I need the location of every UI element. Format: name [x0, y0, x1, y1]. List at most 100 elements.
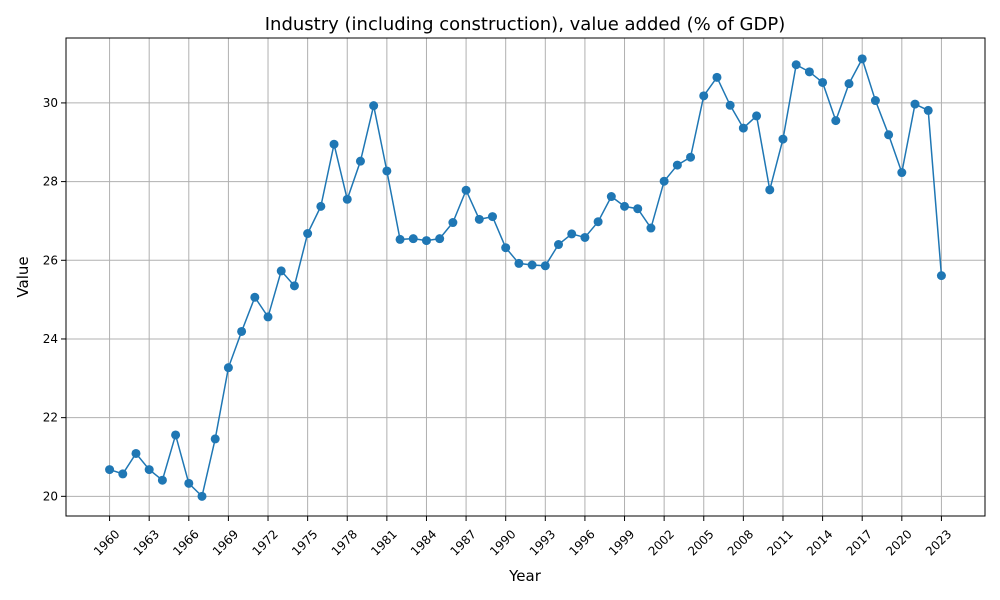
data-point [237, 326, 247, 336]
data-point [395, 234, 405, 244]
x-tick-label: 1981 [368, 527, 399, 558]
data-point [210, 434, 220, 444]
data-point [131, 448, 141, 458]
x-axis-ticks: 1960 1963 1966 1969 1972 1975 1978 1981 1984 1987… [91, 516, 954, 559]
x-tick-label: 2020 [883, 527, 914, 558]
data-point [923, 105, 933, 115]
data-point [804, 67, 814, 77]
data-point [646, 223, 656, 233]
data-point [435, 234, 445, 244]
y-tick-label: 20 [43, 489, 58, 503]
y-tick-label: 22 [43, 411, 58, 425]
data-point [105, 465, 115, 475]
data-point [527, 260, 537, 270]
data-point [316, 201, 326, 211]
data-point [831, 116, 841, 126]
x-tick-label: 1999 [606, 527, 637, 558]
x-tick-label: 1978 [329, 527, 360, 558]
x-tick-label: 2002 [646, 527, 677, 558]
y-tick-label: 24 [43, 332, 58, 346]
data-point [263, 312, 273, 322]
data-point [738, 123, 748, 133]
series-layer [109, 56, 943, 498]
x-tick-label: 1963 [131, 527, 162, 558]
data-point [369, 101, 379, 111]
data-point [818, 77, 828, 87]
data-point [197, 491, 207, 501]
data-point [501, 243, 511, 253]
data-point [699, 91, 709, 101]
x-tick-label: 1960 [91, 527, 122, 558]
x-tick-label: 1972 [249, 527, 280, 558]
data-point [184, 478, 194, 488]
x-tick-label: 1996 [566, 527, 597, 558]
series-line [109, 56, 943, 498]
x-tick-label: 2014 [804, 527, 835, 558]
data-point [910, 99, 920, 109]
data-point [342, 194, 352, 204]
data-point [157, 475, 167, 485]
x-tick-label: 1984 [408, 527, 439, 558]
data-point [593, 217, 603, 227]
data-point [672, 160, 682, 170]
data-point [791, 60, 801, 70]
data-point [171, 430, 181, 440]
data-point [276, 266, 286, 276]
data-point [633, 204, 643, 214]
data-point [223, 363, 233, 373]
data-point [382, 166, 392, 176]
y-tick-label: 30 [43, 96, 58, 110]
data-points [105, 54, 946, 501]
data-point [659, 176, 669, 186]
x-tick-label: 1975 [289, 527, 320, 558]
x-tick-label: 1987 [447, 527, 478, 558]
data-point [289, 281, 299, 291]
data-point [474, 214, 484, 224]
x-tick-label: 1969 [210, 527, 241, 558]
data-point [778, 134, 788, 144]
x-tick-label: 2017 [844, 527, 875, 558]
data-point [144, 465, 154, 475]
y-axis-ticks: 20 22 24 26 28 30 [43, 96, 66, 503]
data-point [765, 185, 775, 195]
data-point [329, 139, 339, 149]
data-point [461, 185, 471, 195]
y-axis-label: Value [14, 256, 32, 297]
x-tick-label: 2011 [764, 527, 795, 558]
y-tick-label: 26 [43, 253, 58, 267]
x-axis-label: Year [508, 567, 542, 585]
x-tick-label: 2005 [685, 527, 716, 558]
chart-title: Industry (including construction), value… [265, 14, 785, 35]
data-point [250, 292, 260, 302]
x-tick-label: 1993 [527, 527, 558, 558]
data-point [448, 218, 458, 228]
plot-frame [65, 37, 986, 517]
data-point [884, 130, 894, 140]
data-point [540, 261, 550, 271]
data-point [303, 229, 313, 239]
data-point [421, 236, 431, 246]
data-point [725, 100, 735, 110]
data-point [844, 79, 854, 89]
x-tick-label: 2023 [923, 527, 954, 558]
x-tick-label: 2008 [725, 527, 756, 558]
data-point [606, 192, 616, 202]
y-tick-label: 28 [43, 175, 58, 189]
grid-lines [66, 38, 985, 516]
x-tick-label: 1990 [487, 527, 518, 558]
data-point [857, 54, 867, 64]
x-tick-label: 1966 [170, 527, 201, 558]
data-point [712, 72, 722, 82]
data-point [686, 152, 696, 162]
data-point [408, 234, 418, 244]
data-point [752, 111, 762, 121]
data-point [936, 271, 946, 281]
data-point [620, 201, 630, 211]
data-point [118, 469, 128, 479]
data-point [355, 156, 365, 166]
data-point [554, 240, 564, 250]
data-point [580, 232, 590, 242]
data-point [567, 229, 577, 239]
data-point [870, 96, 880, 106]
